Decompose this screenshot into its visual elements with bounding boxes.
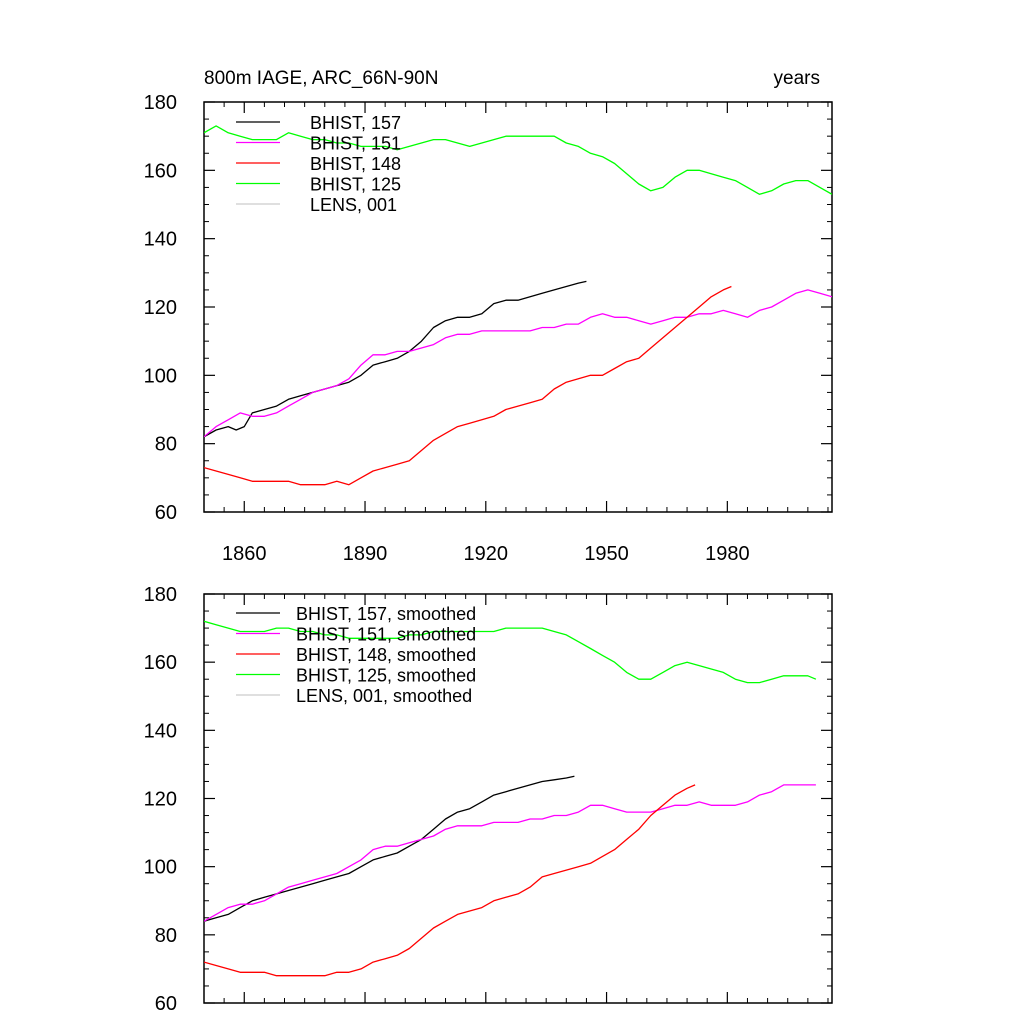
legend-label: BHIST, 151, smoothed xyxy=(296,625,476,645)
legend-label: BHIST, 157 xyxy=(310,113,401,133)
plot-frame xyxy=(203,101,833,513)
legend-label: BHIST, 148, smoothed xyxy=(296,645,476,665)
series-line-3 xyxy=(204,784,696,977)
legend-label: LENS, 001, smoothed xyxy=(296,686,472,706)
y-tick-label: 60 xyxy=(155,993,177,1015)
y-tick-label: 140 xyxy=(144,229,177,251)
y-tick-label: 160 xyxy=(144,160,177,182)
series-line-3 xyxy=(204,285,732,486)
y-tick-label: 180 xyxy=(144,584,177,606)
series-line-1 xyxy=(204,280,587,438)
x-tick-label: 1890 xyxy=(343,543,388,565)
y-tick-label: 100 xyxy=(144,857,177,879)
x-tick-label: 1860 xyxy=(222,543,267,565)
legend-label: BHIST, 148 xyxy=(310,154,401,174)
units-label: years xyxy=(774,68,820,89)
legend-label: LENS, 001 xyxy=(310,195,397,215)
x-tick-label: 1920 xyxy=(464,543,509,565)
x-tick-label: 1980 xyxy=(705,543,750,565)
y-tick-label: 120 xyxy=(144,297,177,319)
y-tick-label: 60 xyxy=(155,502,177,524)
y-tick-label: 120 xyxy=(144,789,177,811)
y-tick-label: 140 xyxy=(144,720,177,742)
y-tick-label: 100 xyxy=(144,365,177,387)
y-tick-label: 80 xyxy=(155,925,177,947)
chart-panel-1: 60 80 100 120 140 160 180 1860 1890 1920 1950 1980 8… xyxy=(144,68,833,565)
y-tick-label: 160 xyxy=(144,652,177,674)
chart-title: 800m IAGE, ARC_66N-90N xyxy=(204,68,438,89)
series-line-1 xyxy=(204,775,575,922)
x-tick-label: 1950 xyxy=(584,543,629,565)
series-line-2 xyxy=(204,289,832,438)
y-tick-label: 80 xyxy=(155,434,177,456)
legend-label: BHIST, 157, smoothed xyxy=(296,604,476,624)
legend-label: BHIST, 151 xyxy=(310,134,401,154)
legend-label: BHIST, 125, smoothed xyxy=(296,666,476,686)
y-tick-label: 180 xyxy=(144,92,177,114)
series-line-4 xyxy=(204,125,832,195)
series-line-2 xyxy=(204,784,816,922)
series-line-4 xyxy=(204,620,817,684)
legend-label: BHIST, 125 xyxy=(310,175,401,195)
